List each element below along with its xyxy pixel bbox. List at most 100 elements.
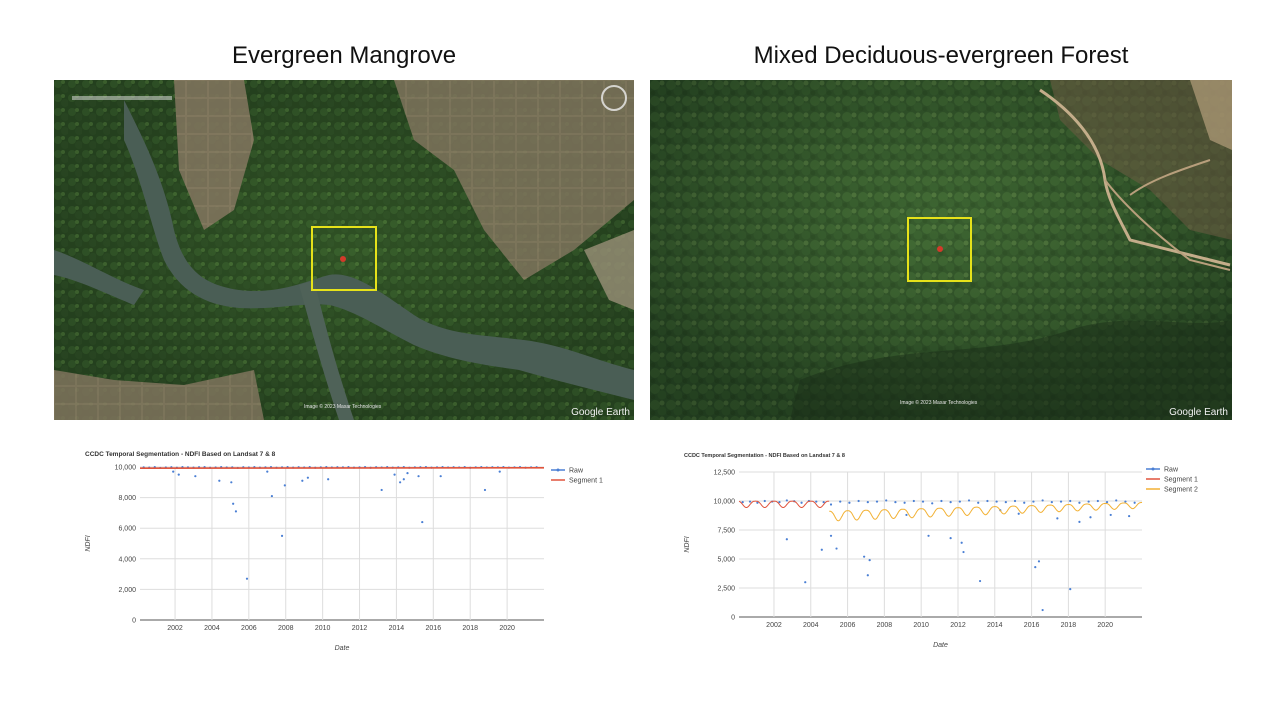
raw-data-point bbox=[280, 534, 284, 537]
raw-data-point bbox=[756, 501, 759, 504]
raw-data-point bbox=[1109, 513, 1112, 517]
x-tick-label: 2002 bbox=[167, 625, 183, 632]
raw-data-point bbox=[234, 510, 238, 513]
raw-data-point bbox=[301, 479, 304, 482]
y-tick-label: 0 bbox=[132, 618, 136, 625]
raw-data-point bbox=[1105, 501, 1109, 504]
legend-marker bbox=[556, 468, 560, 472]
raw-data-point bbox=[1069, 588, 1072, 591]
raw-data-point bbox=[905, 513, 908, 517]
google-earth-logo: Google Earth bbox=[571, 407, 630, 418]
ndfi-chart-mangrove: CCDC Temporal Segmentation - NDFI Based … bbox=[54, 438, 634, 663]
satellite-image-mixed-forest: Image © 2023 Maxar Technologies Google E… bbox=[650, 80, 1232, 420]
y-tick-label: 4,000 bbox=[118, 556, 136, 563]
raw-data-point bbox=[1078, 520, 1081, 523]
raw-data-point bbox=[785, 538, 788, 541]
legend-label: Segment 1 bbox=[569, 478, 603, 485]
raw-data-point bbox=[327, 478, 330, 481]
y-tick-label: 8,000 bbox=[118, 495, 136, 502]
raw-data-point bbox=[829, 534, 833, 537]
raw-data-point bbox=[866, 501, 869, 504]
raw-data-point bbox=[1087, 500, 1090, 503]
raw-data-point bbox=[940, 499, 943, 503]
raw-data-point bbox=[949, 537, 952, 540]
x-axis-label: Date bbox=[335, 645, 350, 652]
raw-data-point bbox=[1124, 500, 1127, 503]
raw-data-point bbox=[848, 501, 851, 504]
x-tick-label: 2020 bbox=[1097, 622, 1113, 629]
image-credit: Image © 2023 Maxar Technologies bbox=[304, 404, 382, 410]
x-tick-label: 2002 bbox=[766, 622, 782, 629]
image-credit: Image © 2023 Maxar Technologies bbox=[900, 400, 978, 406]
chart-svg: CCDC Temporal Segmentation - NDFI Based … bbox=[684, 453, 1198, 649]
raw-data-point bbox=[172, 470, 175, 473]
raw-data-point bbox=[763, 499, 766, 503]
raw-data-point bbox=[927, 534, 930, 537]
raw-data-point bbox=[778, 501, 781, 504]
raw-data-point bbox=[1023, 501, 1026, 504]
raw-data-point bbox=[839, 500, 842, 503]
raw-data-point bbox=[230, 481, 233, 484]
mangrove-aerial-graphic bbox=[54, 80, 634, 420]
y-tick-label: 7,500 bbox=[717, 528, 735, 535]
raw-data-point bbox=[875, 500, 879, 503]
raw-data-point bbox=[977, 501, 980, 504]
raw-data-point bbox=[995, 500, 998, 503]
raw-data-point bbox=[1004, 501, 1007, 504]
y-tick-label: 6,000 bbox=[118, 526, 136, 533]
chart-title: CCDC Temporal Segmentation - NDFI Based … bbox=[85, 451, 276, 458]
raw-data-point bbox=[903, 501, 906, 504]
raw-data-point bbox=[1041, 608, 1044, 612]
legend-label: Segment 2 bbox=[1164, 487, 1198, 494]
raw-data-point bbox=[863, 555, 866, 558]
raw-data-point bbox=[266, 470, 269, 473]
x-tick-label: 2018 bbox=[462, 625, 478, 632]
x-tick-label: 2012 bbox=[352, 625, 368, 632]
x-tick-label: 2004 bbox=[803, 622, 819, 629]
raw-data-point bbox=[741, 501, 744, 504]
x-tick-label: 2008 bbox=[278, 625, 294, 632]
x-tick-label: 2014 bbox=[389, 625, 405, 632]
raw-data-point bbox=[1056, 517, 1059, 520]
raw-data-point bbox=[1089, 516, 1092, 519]
raw-data-point bbox=[866, 574, 869, 577]
y-axis-label: NDFI bbox=[684, 536, 691, 552]
raw-data-point bbox=[1069, 499, 1072, 503]
raw-data-point bbox=[967, 499, 971, 502]
raw-data-point bbox=[1050, 501, 1053, 504]
panel-title-mixed-forest: Mixed Deciduous-evergreen Forest bbox=[753, 42, 1129, 69]
raw-data-point bbox=[421, 520, 424, 524]
raw-data-point bbox=[270, 494, 273, 498]
raw-data-point bbox=[245, 577, 249, 580]
y-tick-label: 5,000 bbox=[717, 557, 735, 564]
y-tick-label: 10,000 bbox=[714, 499, 736, 506]
raw-data-point bbox=[931, 502, 934, 505]
raw-data-point bbox=[804, 581, 807, 584]
raw-data-point bbox=[1041, 499, 1044, 502]
ndfi-chart-mixed-forest: CCDC Temporal Segmentation - NDFI Based … bbox=[650, 438, 1232, 663]
raw-data-point bbox=[1115, 499, 1118, 502]
x-tick-label: 2016 bbox=[426, 625, 442, 632]
legend-label: Raw bbox=[1164, 467, 1179, 474]
raw-data-point bbox=[978, 579, 982, 583]
x-tick-label: 2016 bbox=[1024, 622, 1040, 629]
x-tick-label: 2020 bbox=[499, 625, 515, 632]
raw-data-point bbox=[218, 479, 221, 482]
raw-data-point bbox=[406, 472, 409, 475]
raw-data-point bbox=[1017, 512, 1020, 515]
x-tick-label: 2012 bbox=[950, 622, 966, 629]
satellite-image-mangrove: Image © 2023 Maxar Technologies Google E… bbox=[54, 80, 634, 420]
legend-label: Raw bbox=[569, 468, 584, 475]
segment-line bbox=[738, 500, 830, 508]
x-tick-label: 2008 bbox=[877, 622, 893, 629]
raw-data-point bbox=[1059, 500, 1063, 503]
chart-svg: CCDC Temporal Segmentation - NDFI Based … bbox=[85, 451, 603, 652]
raw-data-point bbox=[1128, 514, 1131, 518]
raw-data-point bbox=[820, 548, 823, 551]
x-tick-label: 2004 bbox=[204, 625, 220, 632]
google-earth-logo: Google Earth bbox=[1169, 407, 1228, 418]
raw-data-point bbox=[232, 502, 235, 505]
x-tick-label: 2014 bbox=[987, 622, 1003, 629]
x-tick-label: 2010 bbox=[913, 622, 929, 629]
raw-data-point bbox=[748, 500, 752, 503]
